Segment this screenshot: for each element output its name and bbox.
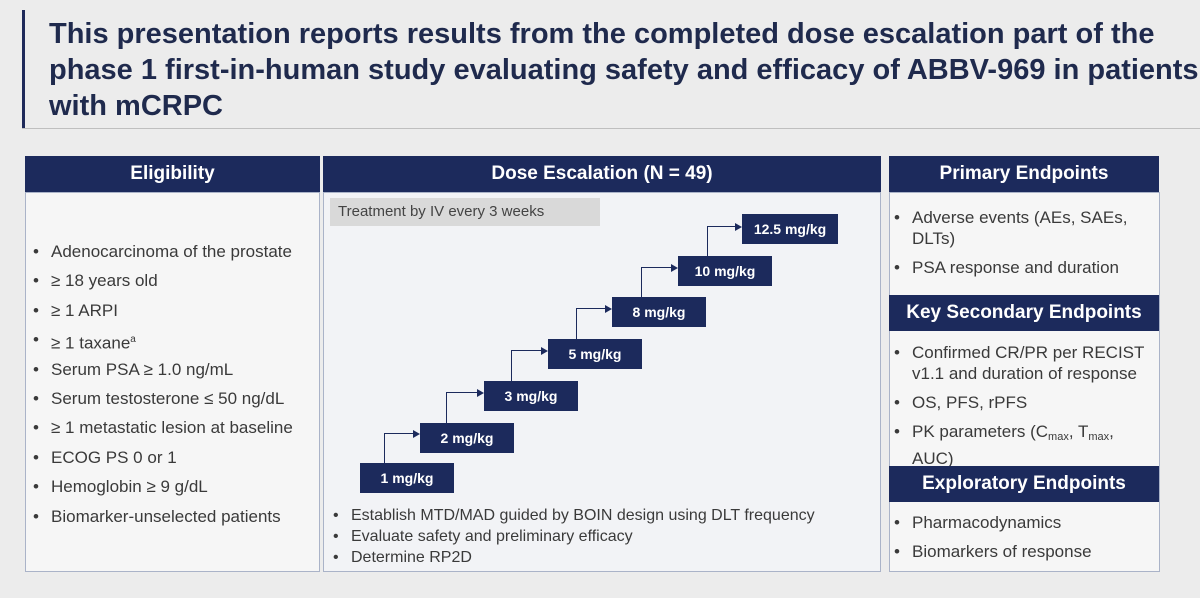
- list-item: Biomarkers of response: [888, 541, 1156, 562]
- pk-subscript: max: [1048, 431, 1069, 443]
- arrow-right-icon: [671, 264, 678, 272]
- arrow-right-icon: [477, 389, 484, 397]
- list-item: PSA response and duration: [888, 257, 1156, 278]
- eligibility-header: Eligibility: [25, 156, 320, 192]
- connector-line: [446, 392, 478, 424]
- connector-line: [384, 433, 414, 464]
- list-item: Hemoglobin ≥ 9 g/dL: [27, 475, 317, 504]
- dose-step-3: 3 mg/kg: [484, 381, 578, 411]
- list-item-text: ≥ 1 taxane: [51, 333, 131, 353]
- dose-step-6: 10 mg/kg: [678, 256, 772, 286]
- exploratory-endpoints-header: Exploratory Endpoints: [889, 466, 1159, 502]
- list-item: Biomarker-unselected patients: [27, 505, 317, 534]
- exploratory-endpoints-list: Pharmacodynamics Biomarkers of response: [888, 512, 1156, 570]
- title-divider: [22, 128, 1200, 129]
- eligibility-list: Adenocarcinoma of the prostate ≥ 18 year…: [27, 240, 317, 534]
- arrow-right-icon: [541, 347, 548, 355]
- secondary-endpoints-header: Key Secondary Endpoints: [889, 295, 1159, 331]
- list-item: Confirmed CR/PR per RECIST v1.1 and dura…: [888, 342, 1156, 384]
- connector-line: [707, 226, 736, 257]
- list-item: Adenocarcinoma of the prostate: [27, 240, 317, 269]
- dose-step-5: 8 mg/kg: [612, 297, 706, 327]
- connector-line: [511, 350, 542, 382]
- dose-escalation-header: Dose Escalation (N = 49): [323, 156, 881, 192]
- primary-endpoints-header: Primary Endpoints: [889, 156, 1159, 192]
- list-item: ECOG PS 0 or 1: [27, 446, 317, 475]
- pk-text: PK parameters (C: [912, 422, 1049, 441]
- list-item: ≥ 1 taxanea: [27, 328, 317, 357]
- dose-step-4: 5 mg/kg: [548, 339, 642, 369]
- list-item: Determine RP2D: [327, 547, 875, 568]
- slide-title: This presentation reports results from t…: [49, 18, 1199, 122]
- list-item: ≥ 1 ARPI: [27, 299, 317, 328]
- pk-text: , T: [1068, 422, 1089, 441]
- arrow-right-icon: [735, 223, 742, 231]
- treatment-schedule: Treatment by IV every 3 weeks: [330, 198, 600, 226]
- arrow-right-icon: [413, 430, 420, 438]
- list-item: Serum PSA ≥ 1.0 ng/mL: [27, 358, 317, 387]
- pk-text: , AUC): [912, 422, 1114, 468]
- list-item: Evaluate safety and preliminary efficacy: [327, 526, 875, 547]
- dose-step-1: 1 mg/kg: [360, 463, 454, 493]
- list-item: Adverse events (AEs, SAEs, DLTs): [888, 207, 1156, 249]
- footnote-marker: a: [130, 334, 136, 346]
- dose-escalation-notes: Establish MTD/MAD guided by BOIN design …: [327, 505, 875, 568]
- list-item: PK parameters (Cmax, Tmax, AUC): [888, 421, 1156, 469]
- title-block: This presentation reports results from t…: [22, 10, 1199, 128]
- connector-line: [576, 308, 606, 340]
- list-item: ≥ 1 metastatic lesion at baseline: [27, 416, 317, 445]
- list-item: Serum testosterone ≤ 50 ng/dL: [27, 387, 317, 416]
- pk-subscript: max: [1088, 431, 1110, 443]
- connector-line: [641, 267, 672, 298]
- secondary-endpoints-list: Confirmed CR/PR per RECIST v1.1 and dura…: [888, 342, 1156, 477]
- list-item: Pharmacodynamics: [888, 512, 1156, 533]
- list-item: OS, PFS, rPFS: [888, 392, 1156, 413]
- dose-step-2: 2 mg/kg: [420, 423, 514, 453]
- dose-step-7: 12.5 mg/kg: [742, 214, 838, 244]
- primary-endpoints-list: Adverse events (AEs, SAEs, DLTs) PSA res…: [888, 207, 1156, 286]
- list-item: ≥ 18 years old: [27, 269, 317, 298]
- list-item: Establish MTD/MAD guided by BOIN design …: [327, 505, 875, 526]
- arrow-right-icon: [605, 305, 612, 313]
